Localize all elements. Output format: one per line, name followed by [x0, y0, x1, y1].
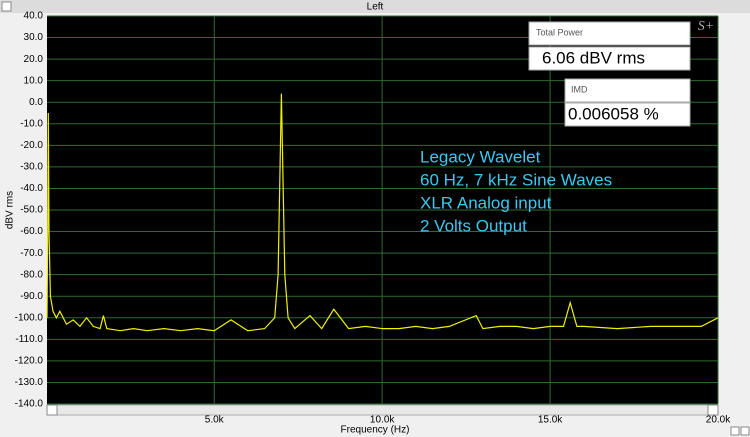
- y-tick-label: -100.0: [15, 312, 44, 323]
- y-tick-label: -80.0: [20, 269, 43, 280]
- annotation: 2 Volts Output: [420, 216, 527, 235]
- readout-header: [564, 78, 691, 103]
- x-tick-label: 15.0k: [538, 415, 563, 426]
- readout-value: 6.06 dBV rms: [542, 48, 645, 67]
- y-tick-label: -40.0: [20, 183, 43, 194]
- y-tick-label: -90.0: [20, 291, 43, 302]
- y-tick-label: 10.0: [24, 75, 44, 86]
- chart-title: Left: [367, 2, 384, 13]
- y-tick-label: -130.0: [15, 377, 44, 388]
- y-tick-label: -10.0: [20, 118, 43, 129]
- scroll-left[interactable]: [46, 404, 58, 416]
- readout-label: IMD: [571, 84, 588, 94]
- logo: S+: [698, 19, 714, 34]
- y-tick-label: -70.0: [20, 248, 43, 259]
- y-tick-label: -140.0: [15, 399, 44, 410]
- y-tick-label: -20.0: [20, 140, 43, 151]
- y-tick-label: 0.0: [29, 97, 43, 108]
- readout-box: [564, 102, 691, 127]
- readout-label: Total Power: [536, 27, 583, 37]
- y-tick-label: -50.0: [20, 205, 43, 216]
- x-axis-label: Frequency (Hz): [341, 425, 410, 436]
- annotation: 60 Hz, 7 kHz Sine Waves: [420, 170, 612, 189]
- y-tick-label: -60.0: [20, 226, 43, 237]
- y-tick-label: 40.0: [24, 11, 44, 22]
- title-bar: [0, 0, 750, 13]
- x-tick-label: 5.0k: [205, 415, 225, 426]
- series-line: [46, 93, 719, 332]
- y-tick-label: -120.0: [15, 356, 44, 367]
- x-tick-label: 20.0k: [706, 415, 731, 426]
- readout-box: [528, 46, 691, 71]
- scroll-right[interactable]: [707, 404, 719, 416]
- readout-value: 0.006058 %: [568, 104, 659, 123]
- scrollbar[interactable]: [46, 404, 719, 416]
- x-tick-label: 10.0k: [370, 415, 395, 426]
- y-tick-label: 20.0: [24, 54, 44, 65]
- annotation: Legacy Wavelet: [420, 147, 541, 166]
- y-tick-label: -30.0: [20, 162, 43, 173]
- y-axis-label: dBV rms: [5, 191, 16, 229]
- annotation: XLR Analog input: [420, 193, 552, 212]
- readout-header: [528, 21, 691, 46]
- collapse-button[interactable]: [1, 1, 12, 12]
- zoom-in[interactable]: [730, 426, 740, 436]
- y-tick-label: -110.0: [15, 334, 43, 345]
- zoom-out[interactable]: [740, 426, 750, 436]
- y-tick-label: 30.0: [24, 32, 44, 43]
